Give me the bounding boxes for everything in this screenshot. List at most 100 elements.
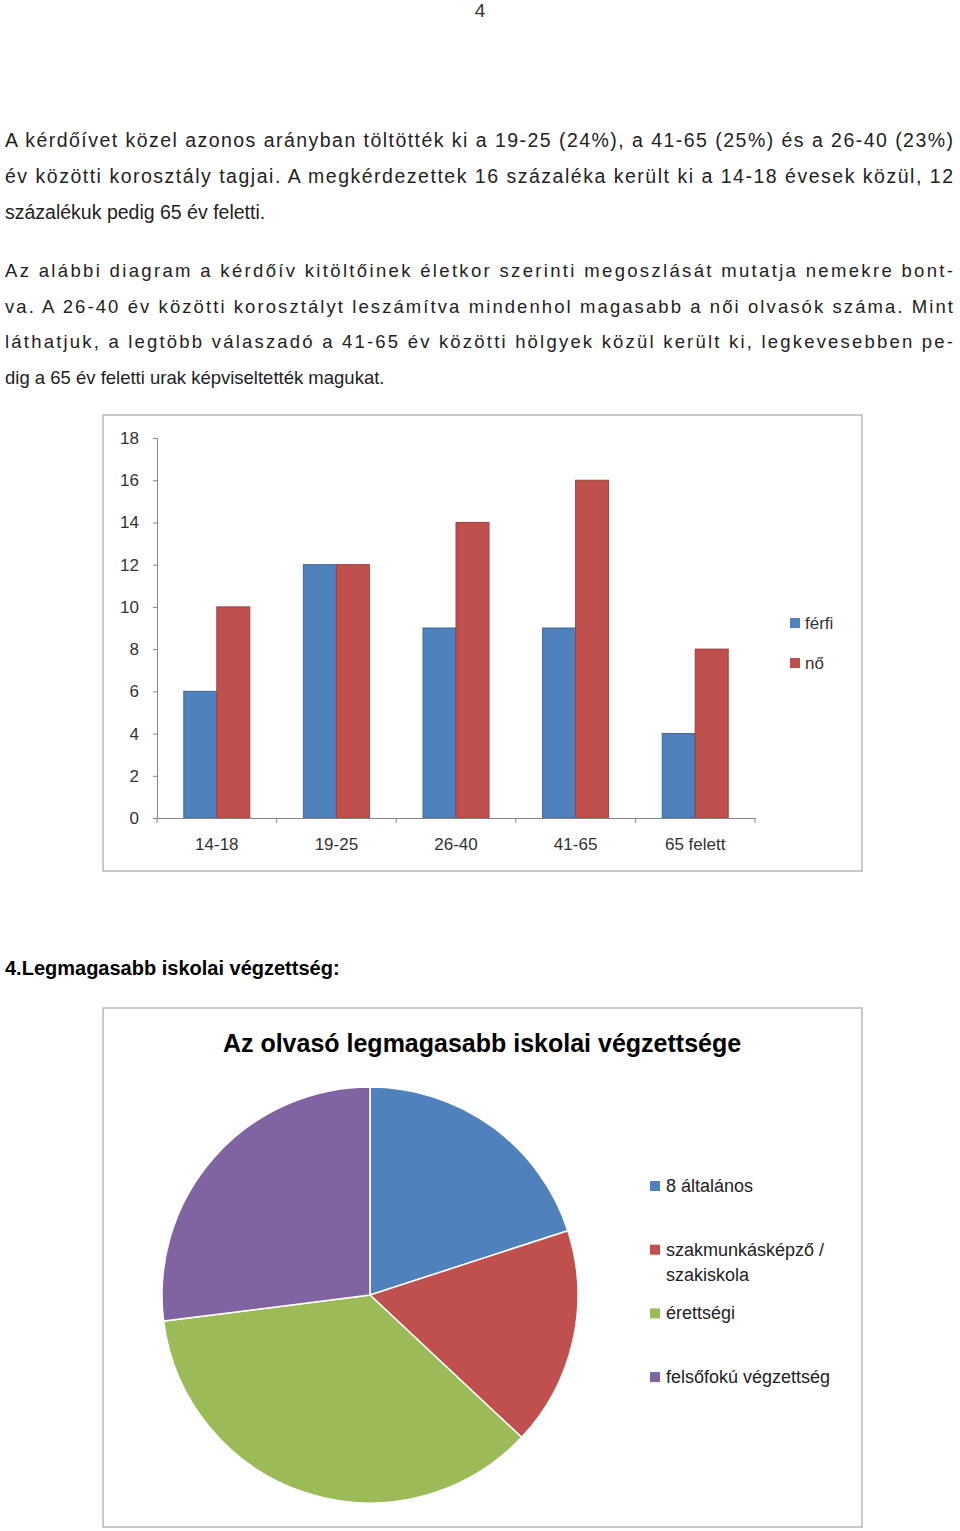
paragraph-line: Az alábbi diagram a kérdőív kitöltőinek … xyxy=(5,260,953,281)
x-tick-label: 14-18 xyxy=(195,835,238,854)
bar xyxy=(662,734,695,818)
bar xyxy=(695,649,728,818)
chart-frame xyxy=(103,415,862,871)
x-tick-label: 41-65 xyxy=(554,835,597,854)
x-axis: 14-18 19-25 26-40 41-65 65 felett xyxy=(158,818,756,854)
slices xyxy=(162,1087,578,1503)
legend-label: szakmunkásképző / szakiskola xyxy=(666,1240,824,1285)
bar xyxy=(543,628,576,818)
y-tick-label: 10 xyxy=(120,598,139,617)
bar xyxy=(576,480,609,818)
legend-swatch xyxy=(650,1181,660,1191)
y-tick: 6 xyxy=(130,682,157,701)
paragraph-line: va. A 26-40 év közötti korosztályt leszá… xyxy=(5,296,953,317)
y-tick-label: 6 xyxy=(130,682,139,701)
legend-label: férfi xyxy=(805,614,833,633)
chart-frame xyxy=(103,1008,862,1527)
y-tick: 4 xyxy=(130,724,157,743)
chart: Az olvasó legmagasabb iskolai végzettség… xyxy=(103,1008,862,1527)
x-tick: 26-40 xyxy=(434,818,477,854)
slice xyxy=(162,1087,370,1321)
paragraph: A kérdőívet közel azonos arányban töltöt… xyxy=(5,129,953,223)
page: 4 A kérdőívet közel azonos arányban töltö… xyxy=(0,0,960,1531)
legend-label: nő xyxy=(805,654,824,673)
legend-swatch xyxy=(650,1372,660,1382)
x-separator xyxy=(276,818,277,823)
x-separators xyxy=(157,818,755,823)
x-tick-label: 65 felett xyxy=(665,835,726,854)
y-tick: 14 xyxy=(120,513,157,532)
y-tick: 18 xyxy=(120,429,157,448)
x-separator xyxy=(755,818,756,823)
y-tick-mark xyxy=(153,691,157,692)
bar xyxy=(423,628,456,818)
legend-label: felsőfokú végzettség xyxy=(666,1367,830,1387)
y-tick: 0 xyxy=(130,809,157,828)
legend-label: érettségi xyxy=(666,1303,735,1323)
paragraph: Az alábbi diagram a kérdőív kitöltőinek … xyxy=(5,260,953,388)
x-separator xyxy=(396,818,397,823)
y-tick-mark xyxy=(153,565,157,566)
y-tick: 12 xyxy=(120,556,157,575)
y-tick-mark xyxy=(153,649,157,650)
y-tick-mark xyxy=(153,734,157,735)
bar xyxy=(456,522,489,818)
y-tick-label: 12 xyxy=(120,556,139,575)
x-tick: 14-18 xyxy=(195,818,238,854)
y-tick-mark xyxy=(153,776,157,777)
x-separator xyxy=(157,818,158,823)
x-tick-label: 19-25 xyxy=(315,835,358,854)
x-separator xyxy=(515,818,516,823)
x-separator xyxy=(635,818,636,823)
legend-label-line: 8 általános xyxy=(666,1176,753,1196)
legend: férfi nő xyxy=(790,614,833,673)
y-tick-mark xyxy=(153,438,157,439)
y-tick-mark xyxy=(153,522,157,523)
chart: 0 2 4 6 8 10 12 14 16 18 14-18 19-25 26-40 41-65 65 fe… xyxy=(103,415,862,871)
legend-swatch xyxy=(790,618,800,628)
legend-label-line: felsőfokú végzettség xyxy=(666,1367,830,1387)
legend-swatch xyxy=(650,1245,660,1255)
legend-label-line: szakmunkásképző / xyxy=(666,1240,824,1260)
page-number: 4 xyxy=(475,0,486,21)
legend-label-line: érettségi xyxy=(666,1303,735,1323)
y-tick-label: 16 xyxy=(120,471,139,490)
slice xyxy=(164,1295,522,1503)
x-tick: 19-25 xyxy=(315,818,358,854)
y-tick-label: 2 xyxy=(130,767,139,786)
y-tick: 2 xyxy=(130,767,157,786)
y-tick-mark xyxy=(153,480,157,481)
x-tick-label: 26-40 xyxy=(434,835,477,854)
legend-swatch xyxy=(650,1308,660,1318)
chart-title: Az olvasó legmagasabb iskolai végzettség… xyxy=(223,1029,741,1057)
y-tick-label: 18 xyxy=(120,429,139,448)
y-tick-mark xyxy=(153,818,157,819)
bar xyxy=(184,691,217,818)
legend-swatch xyxy=(790,658,800,668)
bar xyxy=(303,565,336,818)
y-tick-label: 14 xyxy=(120,513,139,532)
y-axis: 0 2 4 6 8 10 12 14 16 18 xyxy=(120,429,157,828)
bar xyxy=(217,607,250,818)
y-tick: 16 xyxy=(120,471,157,490)
paragraph-line: A kérdőívet közel azonos arányban töltöt… xyxy=(5,129,953,151)
x-axis-line xyxy=(158,818,756,819)
paragraph-line: év közötti korosztály tagjai. A megkérde… xyxy=(5,165,953,187)
legend-label: 8 általános xyxy=(666,1176,753,1196)
y-tick-label: 0 xyxy=(130,809,139,828)
section-heading: 4.Legmagasabb iskolai végzettség: xyxy=(5,957,340,979)
x-tick: 41-65 xyxy=(554,818,597,854)
paragraph-line: százalékuk pedig 65 év feletti. xyxy=(5,201,265,223)
bar xyxy=(336,565,369,818)
paragraph-line: láthatjuk, a legtöbb válaszadó a 41-65 é… xyxy=(5,331,953,352)
y-axis-line xyxy=(153,439,158,819)
legend: 8 általános szakmunkásképző / szakiskola ér… xyxy=(650,1176,830,1387)
legend-label-line: szakiskola xyxy=(666,1265,750,1285)
y-tick-label: 4 xyxy=(130,724,139,743)
y-tick: 10 xyxy=(120,598,157,617)
paragraph-line: dig a 65 év feletti urak képviseltették … xyxy=(5,367,384,388)
y-tick: 8 xyxy=(130,640,157,659)
y-tick-label: 8 xyxy=(130,640,139,659)
x-tick: 65 felett xyxy=(665,818,726,854)
y-tick-mark xyxy=(153,607,157,608)
